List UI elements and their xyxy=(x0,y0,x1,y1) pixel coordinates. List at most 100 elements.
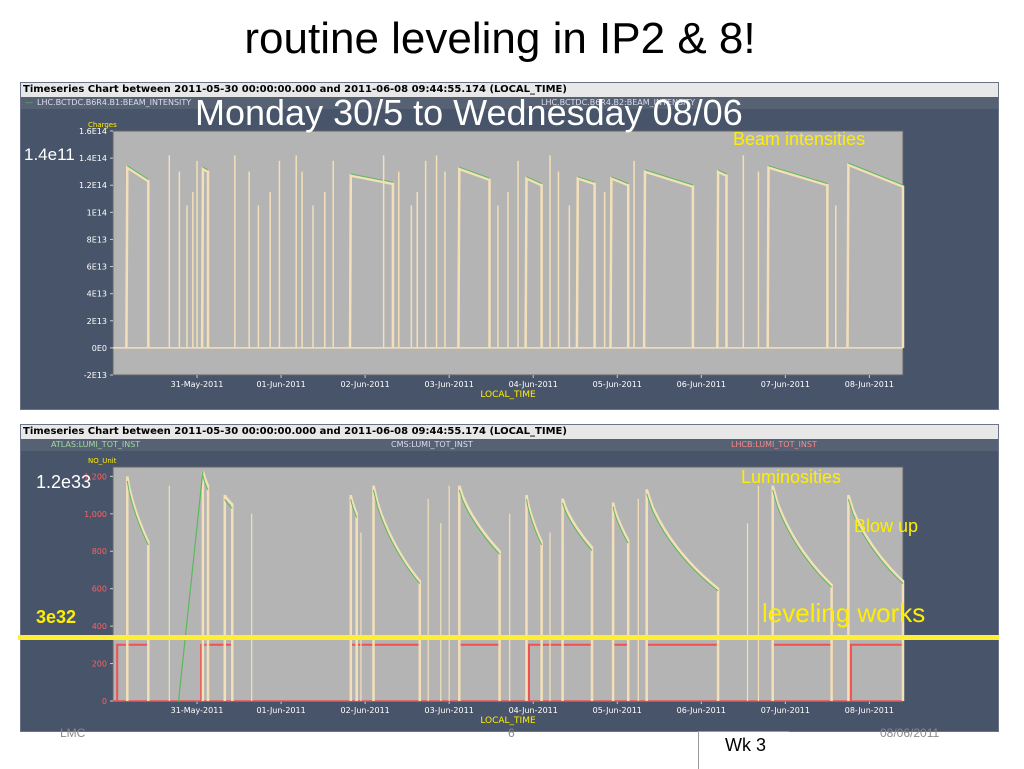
cms-fill xyxy=(458,485,501,701)
x-tick-label: 03-Jun-2011 xyxy=(425,380,474,389)
week-label: Wk 3 xyxy=(725,735,767,755)
beam2-fill xyxy=(457,167,491,348)
chart-header: Timeseries Chart between 2011-05-30 00:0… xyxy=(21,425,998,439)
atlas-fill xyxy=(526,499,543,546)
atlas-fill xyxy=(612,506,629,544)
x-tick-label: 06-Jun-2011 xyxy=(677,706,726,715)
beam1-fill xyxy=(644,169,694,186)
y-tick-label: 0 xyxy=(102,697,107,706)
cms-fill xyxy=(201,470,210,701)
x-tick-label: 31-May-2011 xyxy=(171,380,224,389)
subtitle: Monday 30/5 to Wednesday 08/06 xyxy=(195,92,743,133)
x-tick-label: 31-May-2011 xyxy=(171,706,224,715)
y-tick-label: 8E13 xyxy=(87,235,107,244)
week-box xyxy=(698,731,789,769)
beam-intensities-label: Beam intensities xyxy=(733,129,866,149)
x-tick-label: 01-Jun-2011 xyxy=(256,706,305,715)
x-tick-label: 04-Jun-2011 xyxy=(509,380,558,389)
beam2-fill xyxy=(125,165,150,348)
y-tick-label: 1E14 xyxy=(87,208,107,217)
legend-entry-cms: CMS:LUMI_TOT_INST xyxy=(391,440,473,449)
legend-entry-beam2: LHC.BCTDC.B6R4.B2:BEAM_INTENSITY xyxy=(541,98,696,107)
x-axis-label: LOCAL_TIME xyxy=(480,716,536,726)
beam2-fill xyxy=(766,165,829,348)
beam2-fill xyxy=(575,176,596,348)
luminosities-label: Luminosities xyxy=(741,467,842,487)
beam2-fill xyxy=(348,174,395,348)
slide-title: routine leveling in IP2 & 8! xyxy=(244,14,756,63)
x-tick-label: 07-Jun-2011 xyxy=(761,706,810,715)
beam1-fill xyxy=(611,176,629,185)
beam1-fill xyxy=(459,166,490,179)
beam-peak-label: 1.4e11 xyxy=(24,145,75,164)
level-value-label: 3e32 xyxy=(36,607,77,627)
chart-header: Timeseries Chart between 2011-05-30 00:0… xyxy=(21,83,998,97)
x-tick-label: 05-Jun-2011 xyxy=(593,380,642,389)
beam1-fill xyxy=(768,165,828,185)
atlas-fill xyxy=(847,499,904,584)
x-tick-label: 04-Jun-2011 xyxy=(509,706,558,715)
y-tick-label: 1,200 xyxy=(84,472,107,481)
y-tick-label: 600 xyxy=(92,585,107,594)
atlas-fill xyxy=(373,489,421,584)
y-tick-label: 200 xyxy=(92,660,107,669)
beam1-fill xyxy=(350,173,393,183)
leveling-line xyxy=(18,635,999,640)
cms-fill xyxy=(126,476,150,701)
cms-fill xyxy=(223,494,234,701)
y-tick-label: 1.2E14 xyxy=(79,181,107,190)
beam2-fill xyxy=(609,176,630,348)
y-tick-label: 6E13 xyxy=(87,263,107,272)
y-tick-label: -2E13 xyxy=(84,371,107,380)
cms-fill xyxy=(847,494,905,701)
cms-fill xyxy=(611,502,630,701)
beam2-fill xyxy=(642,170,695,348)
y-tick-label: 400 xyxy=(92,622,107,631)
beam1-fill xyxy=(127,165,149,180)
beam2-fill xyxy=(200,166,210,348)
cms-fill xyxy=(525,494,543,701)
beam2-fill xyxy=(524,176,543,348)
luminosity-panel: Timeseries Chart between 2011-05-30 00:0… xyxy=(20,424,999,732)
beam1-fill xyxy=(526,176,542,185)
y-tick-label: 0E0 xyxy=(92,344,107,353)
beam-intensity-panel: Timeseries Chart between 2011-05-30 00:0… xyxy=(20,82,999,410)
y-axis-label: Charges xyxy=(88,121,117,129)
legend-entry-beam1: LHC.BCTDC.B6R4.B1:BEAM_INTENSITY xyxy=(37,98,192,107)
y-tick-label: 4E13 xyxy=(87,290,107,299)
luminosity-plot: 0 200 400 600 800 1,000 1,200 31-May-2011 01-Jun… xyxy=(84,457,905,726)
chart-legend: ATLAS:LUMI_TOT_INST CMS:LUMI_TOT_INST LH… xyxy=(21,439,998,451)
cms-fill xyxy=(561,498,594,701)
atlas-fill xyxy=(458,489,500,555)
footer-right: 08/06/2011 xyxy=(880,726,940,740)
x-tick-label: 06-Jun-2011 xyxy=(677,380,726,389)
beam1-fill xyxy=(717,169,727,175)
footer-left: LMC xyxy=(60,726,86,740)
y-tick-label: 2E13 xyxy=(87,317,107,326)
x-tick-label: 01-Jun-2011 xyxy=(256,380,305,389)
cms-fill xyxy=(349,494,358,701)
beam1-fill xyxy=(848,162,904,186)
cms-fill xyxy=(645,489,720,701)
atlas-fill xyxy=(646,493,719,592)
y-tick-label: 1,000 xyxy=(84,510,107,519)
legend-entry-lhcb: LHCB:LUMI_TOT_INST xyxy=(731,440,817,449)
chart-legend: — LHC.BCTDC.B6R4.B1:BEAM_INTENSITY LHC.B… xyxy=(21,97,998,109)
y-axis-label: NO_Unit xyxy=(88,457,117,465)
x-tick-label: 03-Jun-2011 xyxy=(425,706,474,715)
x-tick-label: 08-Jun-2011 xyxy=(845,380,894,389)
atlas-ramp xyxy=(177,470,204,702)
y-tick-label: 1.6E14 xyxy=(79,127,107,136)
x-tick-label: 07-Jun-2011 xyxy=(761,380,810,389)
atlas-fill xyxy=(202,475,209,491)
footer-center: 6 xyxy=(508,726,515,740)
plot-area xyxy=(112,466,904,702)
x-tick-label: 05-Jun-2011 xyxy=(593,706,642,715)
cms-fill xyxy=(771,485,833,701)
atlas-fill xyxy=(126,480,149,546)
lumi-peak-label: 1.2e33 xyxy=(36,472,92,492)
beam-intensity-plot: -2E13 0E0 2E13 4E13 6E13 8E13 1E14 1.2E14 1.4E14… xyxy=(79,121,905,400)
leveling-works-label: leveling works xyxy=(762,598,926,628)
atlas-fill xyxy=(350,499,358,518)
atlas-fill xyxy=(562,502,593,551)
